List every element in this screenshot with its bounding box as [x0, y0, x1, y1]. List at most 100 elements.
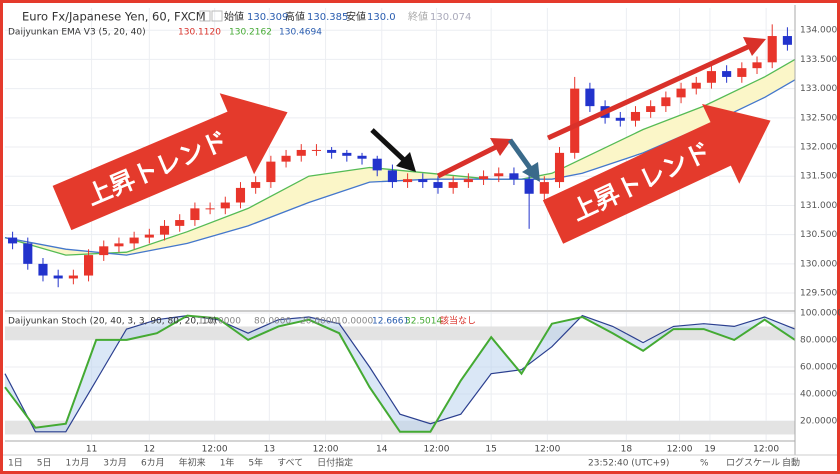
ohlc-label: 高値 — [285, 10, 305, 23]
arrow-head — [743, 37, 766, 56]
range-button[interactable]: 6カ月 — [141, 458, 165, 469]
icon[interactable] — [211, 10, 223, 22]
ohlc-label: 終値 — [408, 10, 428, 23]
y-tick-label: 133.000 — [800, 84, 837, 94]
candle-body — [676, 88, 686, 98]
x-tick-label: 14 — [376, 445, 388, 455]
candle-body — [220, 202, 230, 209]
candle-body — [251, 182, 261, 188]
candle-body — [585, 88, 595, 107]
legend-value: 100.0000 — [198, 317, 241, 327]
range-button[interactable]: 5年 — [248, 457, 263, 469]
range-button[interactable]: 年初来 — [179, 457, 206, 469]
arrow-line — [546, 43, 752, 141]
candle-body — [433, 182, 443, 188]
axis-option[interactable]: 自動 — [782, 457, 800, 469]
stoch-fill — [5, 315, 795, 432]
legend-value: 32.5014 — [405, 317, 442, 327]
ohlc-label: 始値 — [224, 10, 244, 23]
candle-body — [68, 275, 78, 279]
indicator-name: Daijyunkan EMA V3 (5, 20, 40) — [8, 28, 146, 38]
y-tick-label: 129.500 — [800, 289, 837, 299]
candle-body — [524, 179, 534, 194]
candle-body — [387, 170, 397, 183]
candle-body — [357, 155, 367, 159]
candle-body — [615, 117, 625, 121]
y-tick-label: 132.000 — [800, 143, 837, 153]
candle-body — [99, 246, 109, 256]
ohlc-value: 130.385 — [307, 12, 348, 23]
candle-body — [782, 36, 792, 45]
y-tick-label: 134.000 — [800, 26, 837, 36]
candle-body — [327, 149, 337, 153]
candle-body — [767, 36, 777, 63]
candle-body — [661, 97, 671, 107]
candle-body — [175, 220, 185, 226]
arrow-shape — [52, 93, 288, 231]
y-tick-label: 20.0000 — [800, 416, 837, 426]
candle-body — [737, 68, 747, 77]
legend-value: 12.6661 — [372, 317, 409, 327]
band — [5, 326, 795, 340]
range-button[interactable]: 1日 — [8, 458, 23, 469]
y-tick-label: 133.500 — [800, 55, 837, 65]
toolbar: 1日 5日 1カ月 3カ月 6カ月 年初来 1年 5年 すべて 日付指定 23:52:40 (UTC… — [8, 457, 800, 469]
ohlc-value: 130.0 — [367, 12, 396, 23]
y-tick-label: 131.500 — [800, 172, 837, 182]
candle-body — [539, 182, 549, 194]
candle-body — [494, 173, 504, 177]
x-tick-label: 12:00 — [753, 445, 779, 455]
candle-body — [342, 152, 352, 156]
candle-body — [418, 179, 428, 183]
symbol-title: Euro Fx/Japanese Yen, 60, FXCM — [22, 10, 206, 24]
legend-value: 該当なし — [440, 315, 476, 327]
range-button[interactable]: 1年 — [220, 457, 235, 469]
legend-value: 80.0000 — [254, 317, 291, 327]
arrow-line — [370, 128, 406, 162]
range-button[interactable]: 1カ月 — [65, 458, 89, 469]
y-tick-label: 60.0000 — [800, 362, 837, 372]
y-tick-label: 131.000 — [800, 201, 837, 211]
range-button[interactable]: すべて — [277, 458, 303, 469]
candle-body — [8, 237, 18, 244]
candle-body — [752, 62, 762, 69]
y-tick-label: 132.500 — [800, 113, 837, 123]
candle-body — [311, 149, 321, 151]
x-tick-label: 12:00 — [313, 445, 339, 455]
candle-body — [448, 182, 458, 188]
stoch-line — [4, 314, 796, 433]
candle-body — [630, 111, 641, 121]
x-tick-label: 18 — [621, 445, 633, 455]
candle-body — [144, 234, 154, 238]
indicator-value: 130.2162 — [229, 28, 272, 38]
candle-body — [159, 225, 170, 235]
axis-option[interactable]: % — [700, 459, 709, 469]
range-button[interactable]: 5日 — [37, 458, 52, 469]
candle-body — [479, 176, 489, 180]
legend-value: 10.0000 — [336, 317, 373, 327]
arrow-head — [490, 138, 512, 156]
ohlc-label: 安値 — [346, 10, 366, 23]
candle-body — [190, 208, 200, 221]
indicator-value: 130.1120 — [178, 28, 221, 38]
x-tick-label: 12:00 — [202, 445, 228, 455]
arrow-line — [436, 143, 500, 179]
range-button[interactable]: 3カ月 — [103, 458, 127, 469]
candle-body — [296, 149, 306, 156]
candle-body — [129, 237, 139, 244]
ema-line — [4, 58, 796, 256]
range-button[interactable]: 日付指定 — [317, 457, 353, 469]
arrow-head — [396, 152, 416, 172]
icon[interactable] — [199, 10, 211, 22]
axis-option[interactable]: ログスケール — [726, 457, 780, 469]
x-tick-label: 11 — [86, 445, 97, 455]
candle-body — [38, 263, 48, 276]
candle-body — [722, 71, 732, 77]
x-tick-label: 12:00 — [423, 445, 449, 455]
candle-body — [570, 88, 580, 153]
x-tick-label: 12:00 — [534, 445, 560, 455]
